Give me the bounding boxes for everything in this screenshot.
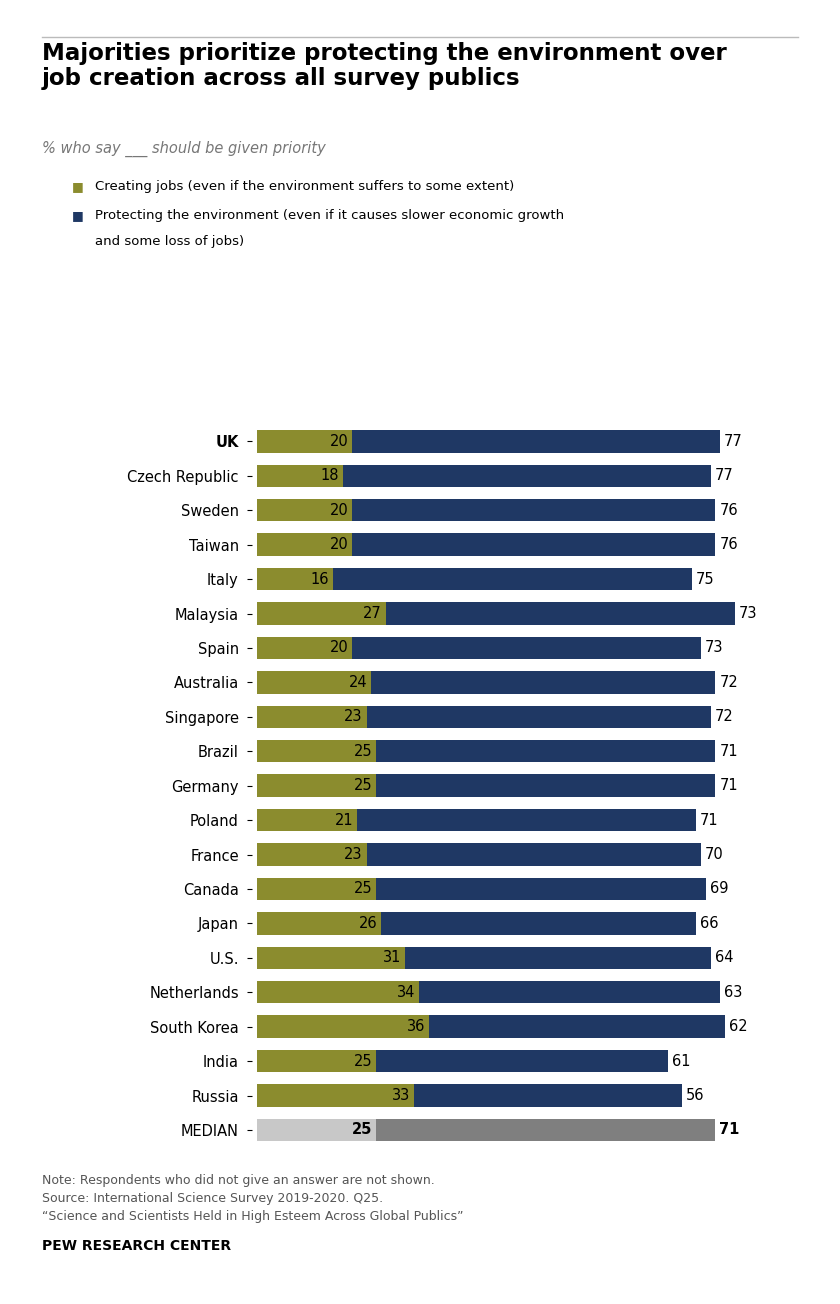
Bar [257, 569, 333, 591]
Bar [381, 913, 696, 935]
Text: and some loss of jobs): and some loss of jobs) [95, 235, 244, 248]
Bar [257, 1050, 376, 1072]
Bar [352, 636, 701, 659]
Bar [428, 1016, 725, 1038]
Bar [376, 1050, 668, 1072]
Text: 70: 70 [705, 848, 724, 862]
Text: 20: 20 [330, 503, 349, 518]
Text: 23: 23 [344, 848, 363, 862]
Text: Protecting the environment (even if it causes slower economic growth: Protecting the environment (even if it c… [95, 209, 564, 222]
Bar [257, 981, 419, 1003]
Bar [343, 464, 711, 486]
Bar [352, 533, 716, 556]
Text: % who say ___ should be given priority: % who say ___ should be given priority [42, 141, 326, 156]
Text: 76: 76 [719, 503, 738, 518]
Bar [257, 499, 352, 522]
Bar [257, 878, 376, 900]
Text: 69: 69 [710, 882, 728, 896]
Text: 33: 33 [392, 1088, 411, 1103]
Bar [333, 569, 691, 591]
Text: Source: International Science Survey 2019-2020. Q25.: Source: International Science Survey 201… [42, 1192, 383, 1205]
Text: 76: 76 [719, 537, 738, 552]
Text: ■: ■ [71, 209, 83, 222]
Text: 71: 71 [719, 743, 738, 759]
Text: 75: 75 [696, 571, 714, 587]
Bar [257, 430, 352, 452]
Bar [367, 705, 711, 728]
Bar [257, 602, 386, 625]
Bar [352, 430, 720, 452]
Bar [257, 1119, 376, 1141]
Bar [376, 878, 706, 900]
Text: 18: 18 [320, 468, 339, 484]
Text: 31: 31 [383, 951, 401, 965]
Text: 25: 25 [354, 778, 372, 793]
Text: 21: 21 [334, 812, 354, 828]
Text: 72: 72 [719, 675, 738, 690]
Bar [257, 705, 367, 728]
Bar [257, 636, 352, 659]
Text: 66: 66 [701, 915, 719, 931]
Bar [386, 602, 734, 625]
Text: 25: 25 [354, 882, 372, 896]
Text: 62: 62 [729, 1020, 748, 1034]
Text: Creating jobs (even if the environment suffers to some extent): Creating jobs (even if the environment s… [95, 180, 514, 193]
Bar [376, 1119, 716, 1141]
Bar [376, 775, 716, 797]
Bar [367, 844, 701, 866]
Text: 71: 71 [719, 1123, 740, 1137]
Bar [376, 741, 716, 763]
Text: 24: 24 [349, 675, 368, 690]
Text: Note: Respondents who did not give an answer are not shown.: Note: Respondents who did not give an an… [42, 1174, 435, 1187]
Bar [371, 672, 716, 694]
Text: 27: 27 [363, 606, 382, 621]
Bar [405, 947, 711, 969]
Bar [257, 913, 381, 935]
Text: 56: 56 [685, 1088, 705, 1103]
Bar [257, 775, 376, 797]
Text: 64: 64 [715, 951, 733, 965]
Text: 25: 25 [352, 1123, 372, 1137]
Text: 73: 73 [705, 640, 723, 656]
Text: 63: 63 [724, 985, 743, 1000]
Text: 73: 73 [738, 606, 757, 621]
Bar [257, 741, 376, 763]
Bar [257, 1016, 428, 1038]
Text: Majorities prioritize protecting the environment over
job creation across all su: Majorities prioritize protecting the env… [42, 42, 727, 90]
Bar [257, 808, 357, 831]
Bar [257, 533, 352, 556]
Bar [257, 1085, 414, 1107]
Text: PEW RESEARCH CENTER: PEW RESEARCH CENTER [42, 1239, 231, 1253]
Text: 34: 34 [397, 985, 416, 1000]
Text: ■: ■ [71, 180, 83, 193]
Text: 23: 23 [344, 709, 363, 724]
Text: 26: 26 [359, 915, 377, 931]
Text: 25: 25 [354, 743, 372, 759]
Text: 61: 61 [671, 1054, 690, 1068]
Bar [257, 672, 371, 694]
Text: “Science and Scientists Held in High Esteem Across Global Publics”: “Science and Scientists Held in High Est… [42, 1210, 464, 1223]
Text: 20: 20 [330, 640, 349, 656]
Text: 71: 71 [719, 778, 738, 793]
Text: 20: 20 [330, 537, 349, 552]
Text: 77: 77 [724, 434, 743, 449]
Text: 36: 36 [407, 1020, 425, 1034]
Text: 71: 71 [701, 812, 719, 828]
Bar [419, 981, 720, 1003]
Bar [357, 808, 696, 831]
Text: 16: 16 [311, 571, 329, 587]
Text: 20: 20 [330, 434, 349, 449]
Bar [352, 499, 716, 522]
Bar [257, 464, 343, 486]
Text: 72: 72 [715, 709, 733, 724]
Text: 25: 25 [354, 1054, 372, 1068]
Bar [257, 844, 367, 866]
Bar [257, 947, 405, 969]
Bar [414, 1085, 682, 1107]
Text: 77: 77 [715, 468, 733, 484]
